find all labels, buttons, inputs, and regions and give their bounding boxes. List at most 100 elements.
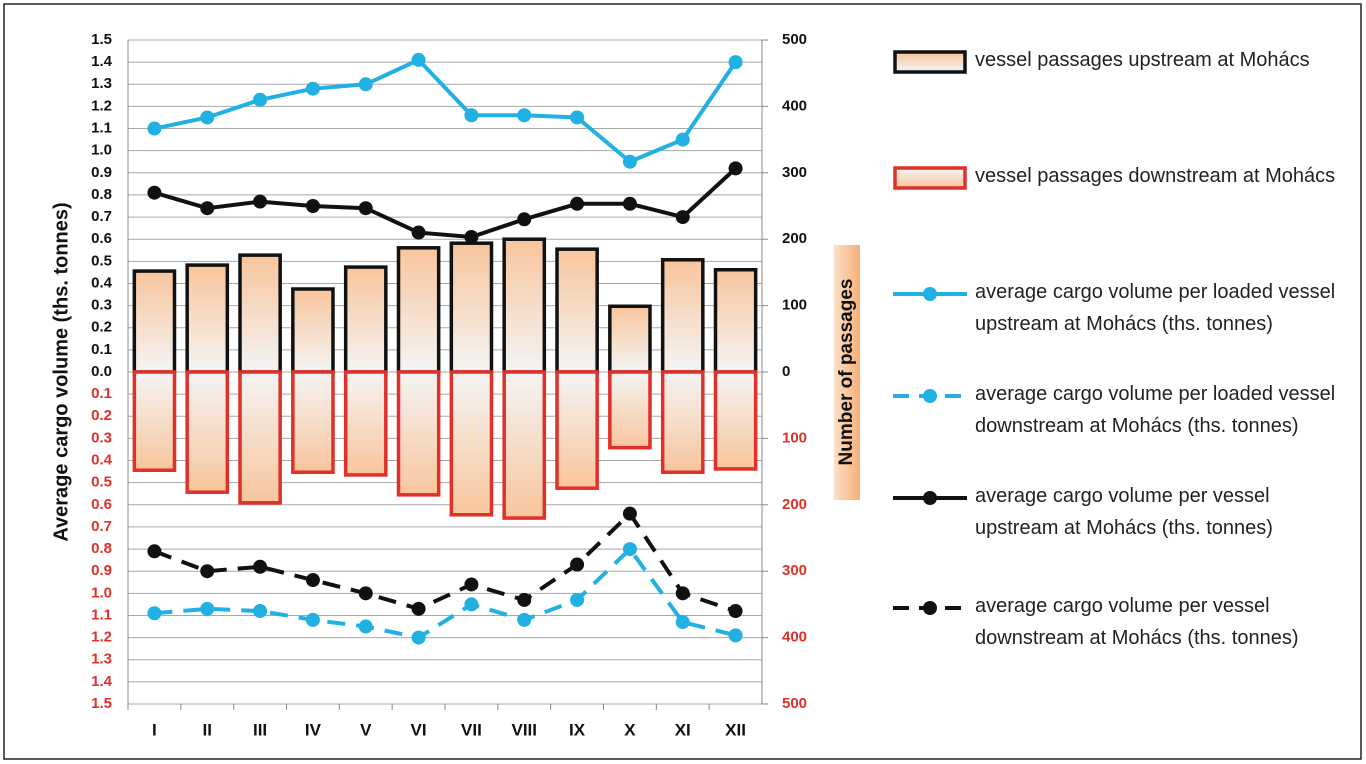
marker [464, 577, 479, 592]
tick-label: 0.0 [91, 363, 112, 380]
marker [305, 612, 320, 627]
marker [728, 604, 743, 619]
x-tick-label: IX [569, 720, 586, 739]
line [153, 166, 737, 240]
marker [305, 81, 320, 96]
tick-label: 1.3 [91, 75, 112, 92]
legend-label: vessel passages downstream at Mohács [975, 165, 1336, 187]
marker [200, 110, 215, 125]
tick-label: 100 [782, 429, 807, 446]
tick-label: 1.1 [91, 606, 112, 623]
marker [622, 196, 637, 211]
marker [411, 225, 426, 240]
marker [728, 55, 743, 70]
marker [517, 612, 532, 627]
tick-label: 0.4 [91, 274, 113, 291]
marker [358, 201, 373, 216]
legend-marker [923, 601, 937, 615]
legend-label: average cargo volume per loaded vessel u… [975, 281, 1336, 335]
legend-marker [923, 389, 937, 403]
bar [660, 370, 705, 475]
marker [305, 573, 320, 588]
x-tick-label: VI [411, 720, 427, 739]
marker [147, 121, 162, 136]
x-tick-label: VIII [511, 720, 537, 739]
marker [200, 201, 215, 216]
marker [358, 619, 373, 634]
marker [622, 542, 637, 557]
tick-label: 1.4 [91, 53, 113, 70]
tick-label: 400 [782, 629, 807, 646]
y-axis-title: Average cargo volume (ths. tonnes) [50, 202, 72, 541]
marker [675, 586, 690, 601]
tick-label: 1.3 [91, 651, 112, 668]
marker [570, 196, 585, 211]
tick-label: 1.2 [91, 629, 112, 646]
x-tick-label: XI [675, 720, 691, 739]
tick-label: 0.6 [91, 496, 112, 513]
bar [132, 370, 177, 473]
tick-label: 1.0 [91, 142, 112, 159]
bar [555, 370, 599, 490]
tick-label: 0.3 [91, 297, 112, 314]
marker [358, 77, 373, 92]
tick-label: 1.5 [91, 31, 112, 48]
tick-label: 200 [782, 496, 807, 513]
marker [200, 601, 215, 616]
bar [713, 370, 758, 471]
marker [147, 544, 162, 559]
bar [343, 370, 388, 477]
line [153, 510, 737, 613]
bar [396, 370, 441, 497]
tick-label: 0.5 [91, 252, 112, 269]
bar [291, 370, 335, 475]
marker [411, 52, 426, 67]
bar [555, 247, 599, 374]
marker [622, 506, 637, 521]
x-tick-label: II [203, 720, 212, 739]
marker [464, 597, 479, 612]
tick-label: 0.3 [91, 429, 112, 446]
marker [253, 604, 268, 619]
tick-label: 0.2 [91, 407, 112, 424]
x-tick-label: VII [461, 720, 482, 739]
marker [675, 132, 690, 147]
tick-label: 0.8 [91, 186, 112, 203]
bar [396, 246, 441, 374]
x-tick-label: X [624, 720, 636, 739]
legend-label: average cargo volume per loaded vessel d… [975, 383, 1336, 437]
x-tick-label: V [360, 720, 372, 739]
legend-label: average cargo volume per vessel upstream… [975, 485, 1273, 539]
tick-label: 500 [782, 695, 807, 712]
line [154, 546, 737, 640]
marker [147, 606, 162, 621]
marker [253, 92, 268, 107]
tick-label: 1.4 [91, 673, 113, 690]
tick-label: 0.9 [91, 562, 112, 579]
bar [608, 304, 652, 374]
bar [185, 263, 230, 374]
bar [502, 370, 547, 520]
legend-marker [923, 491, 937, 505]
tick-label: 1.0 [91, 584, 112, 601]
y2-axis-title: Number of passages [836, 279, 857, 466]
y2-title-bg [834, 245, 860, 500]
bar [343, 265, 388, 374]
tick-label: 200 [782, 230, 807, 247]
x-tick-label: I [152, 720, 157, 739]
legend-marker [923, 287, 937, 301]
marker [464, 108, 479, 123]
marker [728, 161, 743, 176]
marker [517, 212, 532, 227]
marker [517, 592, 532, 607]
tick-label: 1.1 [91, 120, 112, 137]
tick-label: 0.1 [91, 341, 112, 358]
bar [238, 253, 282, 374]
marker [517, 108, 532, 123]
x-tick-label: III [253, 720, 267, 739]
tick-label: 0.8 [91, 540, 112, 557]
frame [3, 3, 1362, 760]
x-tick-label: IV [305, 720, 322, 739]
legend-swatch [893, 50, 967, 74]
